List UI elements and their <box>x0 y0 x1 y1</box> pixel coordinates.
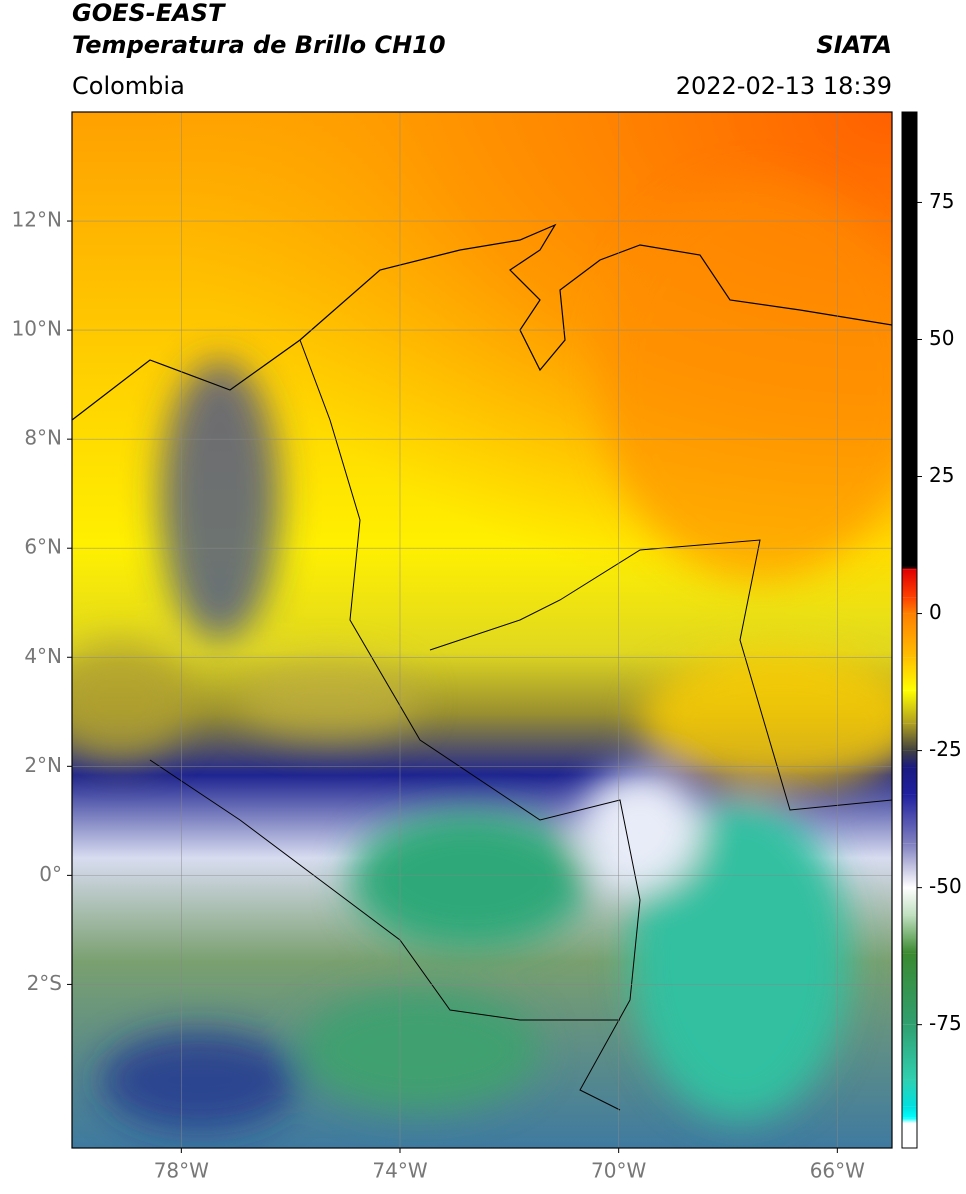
y-tick-label: 2°N <box>24 753 62 777</box>
colorbar-tick-label: -25 <box>929 737 962 761</box>
colorbar-segment <box>902 1106 917 1118</box>
map-frame <box>71 111 893 1149</box>
colorbar-segment <box>902 915 917 954</box>
colorbar-tick-label: -75 <box>929 1011 962 1035</box>
colorbar-segment <box>902 723 917 751</box>
y-tick-label: 0° <box>39 862 62 886</box>
colorbar-segment <box>902 887 917 916</box>
satellite-image <box>72 112 892 1148</box>
y-tick-label: 2°S <box>27 971 62 995</box>
colorbar-segment <box>902 566 917 570</box>
colorbar-segment <box>902 794 917 844</box>
colorbar-segment <box>902 1117 917 1124</box>
colorbar-segment <box>902 953 917 1025</box>
colorbar-frame <box>901 111 918 1149</box>
colorbar-tick-label: 0 <box>929 600 942 624</box>
colorbar-segment <box>902 613 917 658</box>
subtitle: Temperatura de Brillo CH10 <box>72 31 446 59</box>
colorbar-segment <box>902 1079 917 1107</box>
y-tick-label: 4°N <box>24 644 62 668</box>
title: GOES-EAST <box>72 0 226 27</box>
colorbar-tick-label: 75 <box>929 189 954 213</box>
colorbar-tick-label: 25 <box>929 463 954 487</box>
colorbar-segment <box>902 843 917 888</box>
x-tick-label: 78°W <box>154 1159 209 1183</box>
region: Colombia <box>72 72 185 100</box>
colorbar-tick-label: 50 <box>929 326 954 350</box>
source: SIATA <box>816 31 892 59</box>
colorbar-segment <box>902 767 917 795</box>
colorbar-segment <box>902 657 917 691</box>
y-tick-label: 6°N <box>24 535 62 559</box>
y-tick-label: 12°N <box>12 208 62 232</box>
colorbar-segment <box>902 750 917 768</box>
colorbar-segment <box>902 569 917 598</box>
colorbar-segment <box>902 1123 917 1148</box>
x-tick-label: 70°W <box>591 1159 646 1183</box>
x-tick-label: 66°W <box>810 1159 865 1183</box>
colorbar-segment <box>902 112 917 567</box>
y-tick-label: 8°N <box>24 426 62 450</box>
y-tick-label: 10°N <box>12 317 62 341</box>
colorbar-segment <box>902 1024 917 1080</box>
colorbar-segment <box>902 597 917 614</box>
datetime: 2022-02-13 18:39 <box>676 72 892 100</box>
colorbar-segment <box>902 690 917 724</box>
x-tick-label: 74°W <box>372 1159 427 1183</box>
colorbar-tick-label: -50 <box>929 874 962 898</box>
